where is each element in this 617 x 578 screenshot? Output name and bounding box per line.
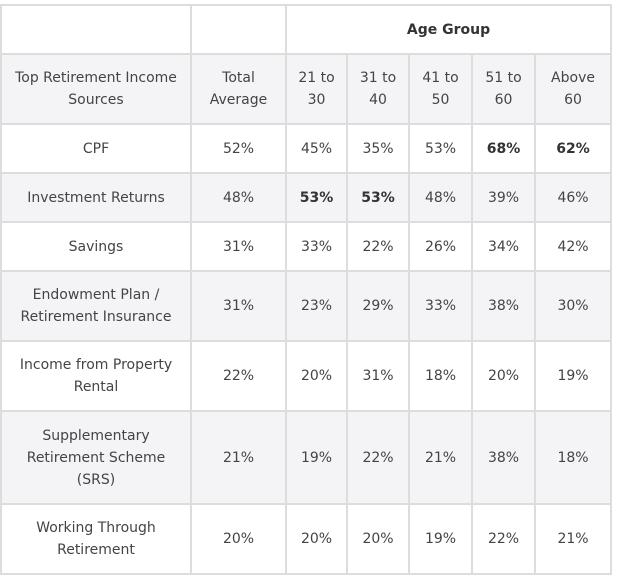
table-cell: 22% [346, 410, 410, 505]
row-label: Savings [0, 221, 192, 272]
row-label: Investment Returns [0, 172, 192, 223]
table-cell: 62% [533, 123, 613, 174]
table-cell: 39% [471, 172, 536, 223]
table-cell: 21% [533, 503, 613, 575]
table-cell: 20% [471, 340, 536, 412]
table-row: Savings 31% 33% 22% 26% 34% 42% [0, 221, 613, 272]
row-label: Supplementary Retirement Scheme (SRS) [0, 410, 192, 505]
table-cell: 42% [533, 221, 613, 272]
column-header: 21 to 30 [285, 53, 348, 125]
table-cell: 18% [533, 410, 613, 505]
table-cell: 19% [408, 503, 473, 575]
column-header-row: Top Retirement Income Sources Total Aver… [0, 53, 613, 125]
table-cell: 48% [408, 172, 473, 223]
table-row: Investment Returns 48% 53% 53% 48% 39% 46% [0, 172, 613, 223]
table-cell: 48% [190, 172, 287, 223]
column-header: 31 to 40 [346, 53, 410, 125]
table-cell: 23% [285, 270, 348, 342]
column-header: 51 to 60 [471, 53, 536, 125]
table-cell: 30% [533, 270, 613, 342]
table-cell: 22% [190, 340, 287, 412]
table-cell: 22% [346, 221, 410, 272]
row-label: Income from Property Rental [0, 340, 192, 412]
table-cell: 29% [346, 270, 410, 342]
table-cell: 21% [190, 410, 287, 505]
table-cell: 20% [346, 503, 410, 575]
row-label: Working Through Retirement [0, 503, 192, 575]
table-cell: 34% [471, 221, 536, 272]
table-cell: 52% [190, 123, 287, 174]
table-row: Endowment Plan / Retirement Insurance 31%… [0, 270, 613, 342]
table-cell: 46% [533, 172, 613, 223]
retirement-income-table: Age Group Top Retirement Income Sources … [0, 4, 613, 575]
table-cell: 31% [346, 340, 410, 412]
column-header: 41 to 50 [408, 53, 473, 125]
column-header: Top Retirement Income Sources [0, 53, 192, 125]
table-cell: 31% [190, 221, 287, 272]
empty-header-cell [0, 4, 192, 55]
table-cell: 33% [408, 270, 473, 342]
table-cell: 68% [471, 123, 536, 174]
table-cell: 22% [471, 503, 536, 575]
table-cell: 53% [346, 172, 410, 223]
table-cell: 38% [471, 270, 536, 342]
table-cell: 26% [408, 221, 473, 272]
group-header-row: Age Group [0, 4, 613, 55]
table-cell: 19% [533, 340, 613, 412]
column-header: Above 60 [533, 53, 613, 125]
table-cell: 31% [190, 270, 287, 342]
table-cell: 20% [285, 503, 348, 575]
table-cell: 33% [285, 221, 348, 272]
table-wrapper: Age Group Top Retirement Income Sources … [0, 4, 613, 575]
table-cell: 20% [285, 340, 348, 412]
empty-header-cell [190, 4, 287, 55]
table-cell: 38% [471, 410, 536, 505]
table-cell: 20% [190, 503, 287, 575]
table-row: Working Through Retirement 20% 20% 20% 19% 22… [0, 503, 613, 575]
table-row: Supplementary Retirement Scheme (SRS) 21%… [0, 410, 613, 505]
row-label: Endowment Plan / Retirement Insurance [0, 270, 192, 342]
column-header: Total Average [190, 53, 287, 125]
age-group-header: Age Group [284, 4, 613, 55]
table-cell: 35% [346, 123, 410, 174]
table-cell: 53% [408, 123, 473, 174]
table-cell: 18% [408, 340, 473, 412]
table-row: CPF 52% 45% 35% 53% 68% 62% [0, 123, 613, 174]
table-cell: 45% [285, 123, 348, 174]
table-cell: 19% [285, 410, 348, 505]
row-label: CPF [0, 123, 192, 174]
table-cell: 21% [408, 410, 473, 505]
table-row: Income from Property Rental 22% 20% 31% 18% 2… [0, 340, 613, 412]
table-cell: 53% [285, 172, 348, 223]
